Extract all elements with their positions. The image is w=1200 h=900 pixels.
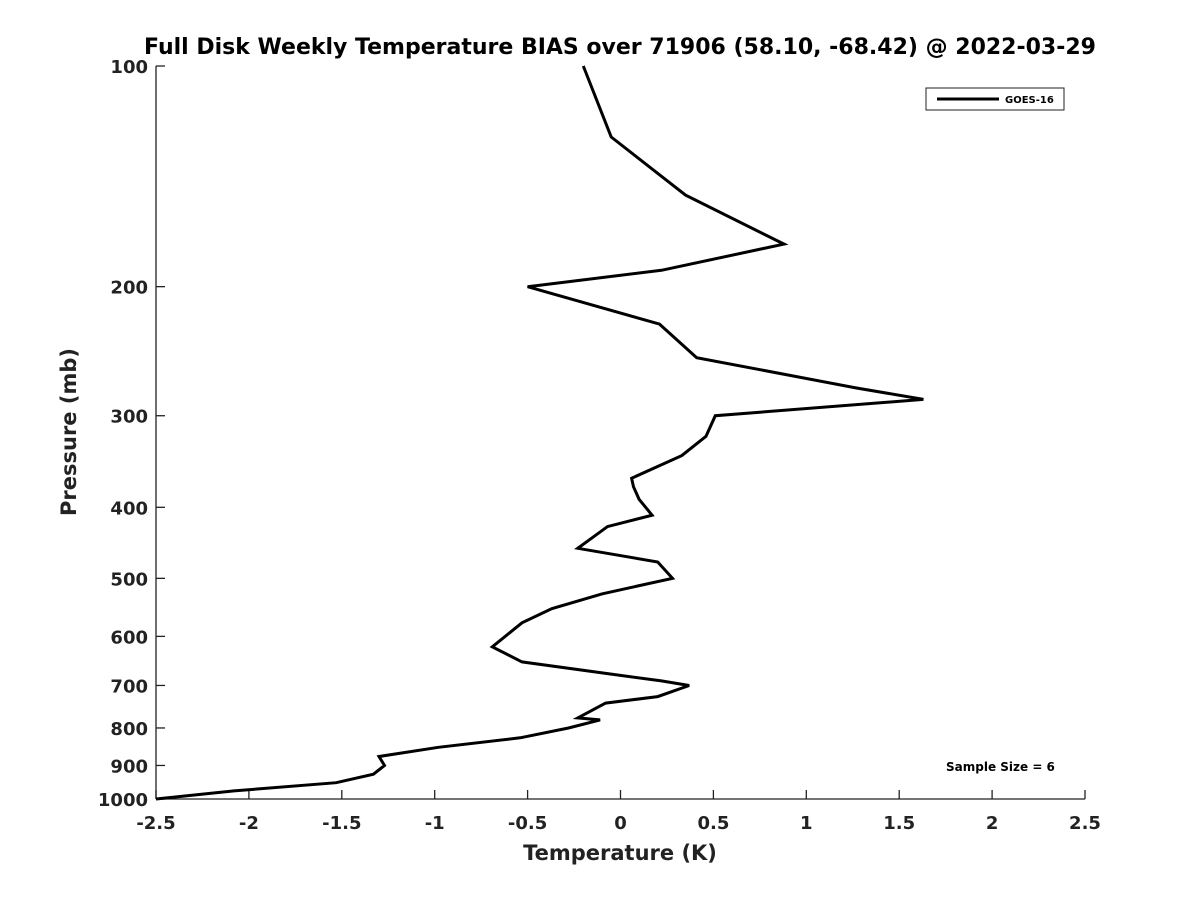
y-axis-label: Pressure (mb) [57,348,81,516]
y-tick-label: 100 [110,57,148,78]
y-tick-label: 900 [110,756,148,777]
legend: GOES-16 [925,87,1065,111]
x-tick-label: 0 [614,813,627,834]
x-tick-label: -2 [239,813,259,834]
series-layer [155,65,924,801]
sample-size-annotation: Sample Size = 6 [946,760,1055,774]
x-tick-label: -1 [425,813,445,834]
x-tick-label: 1.5 [883,813,915,834]
y-tick-label: 800 [110,719,148,740]
x-tick-label: 2 [986,813,999,834]
y-tick-label: 300 [110,407,148,428]
x-tick-label: -0.5 [508,813,547,834]
x-tick-label: -1.5 [322,813,361,834]
y-tick-label: 200 [110,278,148,299]
x-axis-label: Temperature (K) [523,841,717,865]
y-tick-label: 700 [110,676,148,697]
plot-frame [155,66,1085,800]
x-tick-label: 0.5 [697,813,729,834]
x-tick-label: 1 [800,813,813,834]
y-axis-ticks: 100 200 300 400 500 600 700 800 900 1000 [98,57,165,811]
chart-title: Full Disk Weekly Temperature BIAS over 7… [144,35,1096,60]
series-line-goes-16 [155,65,924,801]
y-tick-label: 500 [110,569,148,590]
x-axis-ticks: -2.5 -2 -1.5 -1 -0.5 0 0.5 1 1.5 2 2.5 [136,790,1101,834]
legend-label-goes-16: GOES-16 [1005,95,1054,106]
x-tick-label: -2.5 [136,813,175,834]
y-tick-label: 600 [110,627,148,648]
y-tick-label: 400 [110,498,148,519]
y-tick-label: 1000 [98,790,148,811]
x-tick-label: 2.5 [1069,813,1101,834]
